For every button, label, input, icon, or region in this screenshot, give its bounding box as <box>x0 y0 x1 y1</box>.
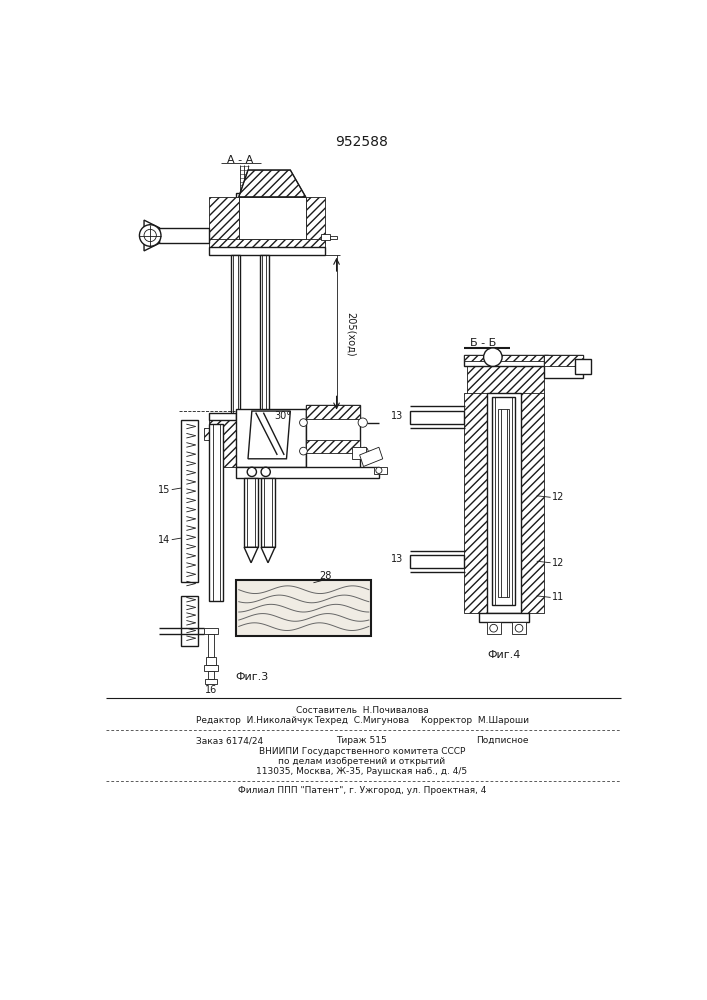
Text: 13: 13 <box>391 411 404 421</box>
Polygon shape <box>409 411 464 424</box>
Bar <box>321 234 330 240</box>
Circle shape <box>361 447 368 455</box>
Text: 113035, Москва, Ж-35, Раушская наб., д. 4/5: 113035, Москва, Ж-35, Раушская наб., д. … <box>257 767 467 776</box>
Polygon shape <box>409 555 464 568</box>
Polygon shape <box>261 547 275 563</box>
Bar <box>236 193 252 201</box>
Circle shape <box>247 467 257 477</box>
Text: Корректор  М.Шароши: Корректор М.Шароши <box>421 716 529 725</box>
Bar <box>209 239 325 251</box>
Bar <box>492 397 515 605</box>
Bar <box>204 428 214 440</box>
Text: Заказ 6174/24: Заказ 6174/24 <box>197 736 264 745</box>
Polygon shape <box>486 393 521 613</box>
Polygon shape <box>144 220 160 251</box>
Bar <box>236 409 305 466</box>
Bar <box>512 622 526 634</box>
Bar <box>498 409 509 597</box>
Text: Подписное: Подписное <box>477 736 529 745</box>
Text: ВНИИПИ Государственного комитета СССР: ВНИИПИ Государственного комитета СССР <box>259 747 465 756</box>
Bar <box>544 355 583 366</box>
Circle shape <box>144 229 156 242</box>
Bar <box>330 235 337 239</box>
Polygon shape <box>209 197 239 243</box>
Bar <box>305 405 360 474</box>
Circle shape <box>211 436 218 443</box>
Bar <box>467 363 544 401</box>
Text: 15: 15 <box>158 485 170 495</box>
Bar <box>305 405 360 419</box>
Bar <box>236 580 371 636</box>
Bar <box>575 359 590 374</box>
Bar <box>259 255 269 424</box>
Bar <box>261 478 275 547</box>
Bar <box>305 440 360 453</box>
Text: Техред  С.Мигунова: Техред С.Мигунова <box>315 716 409 725</box>
Polygon shape <box>239 170 305 197</box>
Text: Составитель  Н.Почивалова: Составитель Н.Почивалова <box>296 706 428 715</box>
Bar <box>208 671 214 679</box>
Text: 16: 16 <box>205 685 217 695</box>
Bar <box>544 355 583 378</box>
Circle shape <box>139 225 161 246</box>
Text: Фиг.3: Фиг.3 <box>235 672 269 682</box>
Circle shape <box>490 624 498 632</box>
Circle shape <box>484 348 502 366</box>
Text: 28: 28 <box>319 571 331 581</box>
Text: Б - Б: Б - Б <box>469 338 496 348</box>
Polygon shape <box>305 197 325 243</box>
Circle shape <box>300 419 308 426</box>
Circle shape <box>376 467 382 473</box>
Bar <box>204 665 218 671</box>
Bar <box>209 247 325 255</box>
Bar <box>209 413 236 420</box>
Text: Тираж 515: Тираж 515 <box>337 736 387 745</box>
Text: 12: 12 <box>552 558 564 568</box>
Polygon shape <box>244 547 258 563</box>
Text: Фиг.4: Фиг.4 <box>487 650 520 660</box>
Bar <box>486 622 501 634</box>
Circle shape <box>358 418 368 427</box>
Bar <box>479 613 529 622</box>
Bar <box>208 634 214 657</box>
Bar <box>373 466 387 474</box>
Bar <box>209 424 223 601</box>
Text: 14: 14 <box>158 535 170 545</box>
Text: 11: 11 <box>552 592 564 602</box>
Bar <box>236 467 379 478</box>
Bar <box>204 628 218 634</box>
Bar <box>244 478 258 547</box>
Polygon shape <box>360 447 382 466</box>
Text: по делам изобретений и открытий: по делам изобретений и открытий <box>279 757 445 766</box>
Text: 205(ход): 205(ход) <box>346 312 356 356</box>
Polygon shape <box>160 228 209 243</box>
Bar <box>231 255 240 424</box>
Text: Редактор  И.Николайчук: Редактор И.Николайчук <box>197 716 313 725</box>
Bar <box>352 447 366 459</box>
Circle shape <box>300 447 308 455</box>
Text: 952588: 952588 <box>336 135 388 149</box>
Bar <box>181 596 198 646</box>
Bar <box>464 355 549 366</box>
Bar <box>209 416 236 466</box>
Bar <box>464 355 549 361</box>
Polygon shape <box>239 197 305 209</box>
Circle shape <box>261 467 270 477</box>
Text: 12: 12 <box>552 492 564 502</box>
Polygon shape <box>464 393 486 613</box>
Text: Филиал ППП "Патент", г. Ужгород, ул. Проектная, 4: Филиал ППП "Патент", г. Ужгород, ул. Про… <box>238 786 486 795</box>
Text: 13: 13 <box>391 554 404 564</box>
Bar <box>181 420 198 582</box>
Text: A - A: A - A <box>227 155 253 165</box>
Circle shape <box>515 624 523 632</box>
Polygon shape <box>521 393 544 613</box>
Bar <box>205 679 217 684</box>
Bar <box>206 657 216 665</box>
Text: 30°: 30° <box>274 411 291 421</box>
Polygon shape <box>248 411 291 459</box>
Bar <box>239 197 305 239</box>
